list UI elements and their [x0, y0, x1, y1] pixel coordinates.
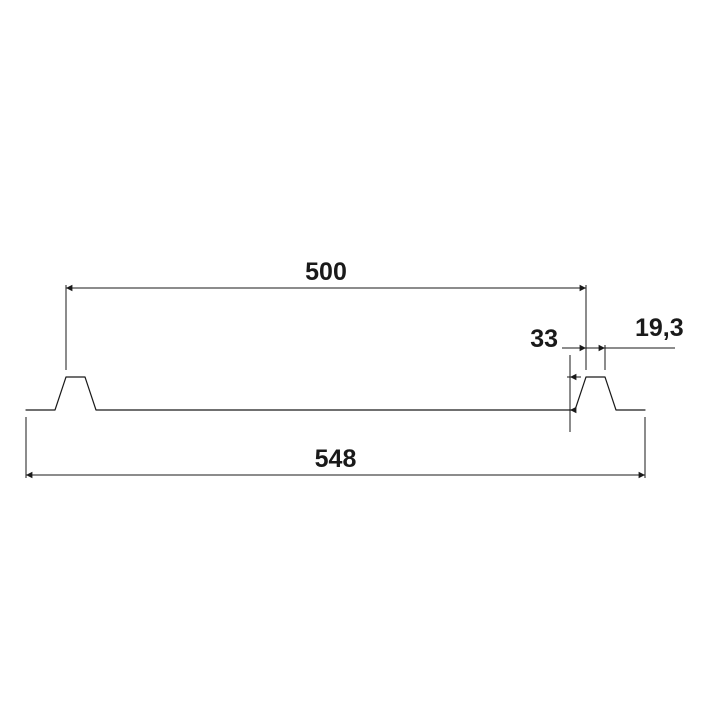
dimension-33: 33 [530, 325, 581, 432]
dimension-19-3: 19,3 [562, 314, 684, 370]
dim-label-19-3: 19,3 [635, 314, 684, 342]
profile-outline [26, 377, 645, 410]
dim-label-33: 33 [530, 325, 558, 353]
dimension-500: 500 [66, 258, 586, 370]
dim-label-548: 548 [315, 445, 357, 473]
dim-label-500: 500 [305, 258, 347, 286]
profile-diagram: 500 548 33 19,3 [0, 0, 725, 725]
dimension-548: 548 [26, 417, 645, 478]
